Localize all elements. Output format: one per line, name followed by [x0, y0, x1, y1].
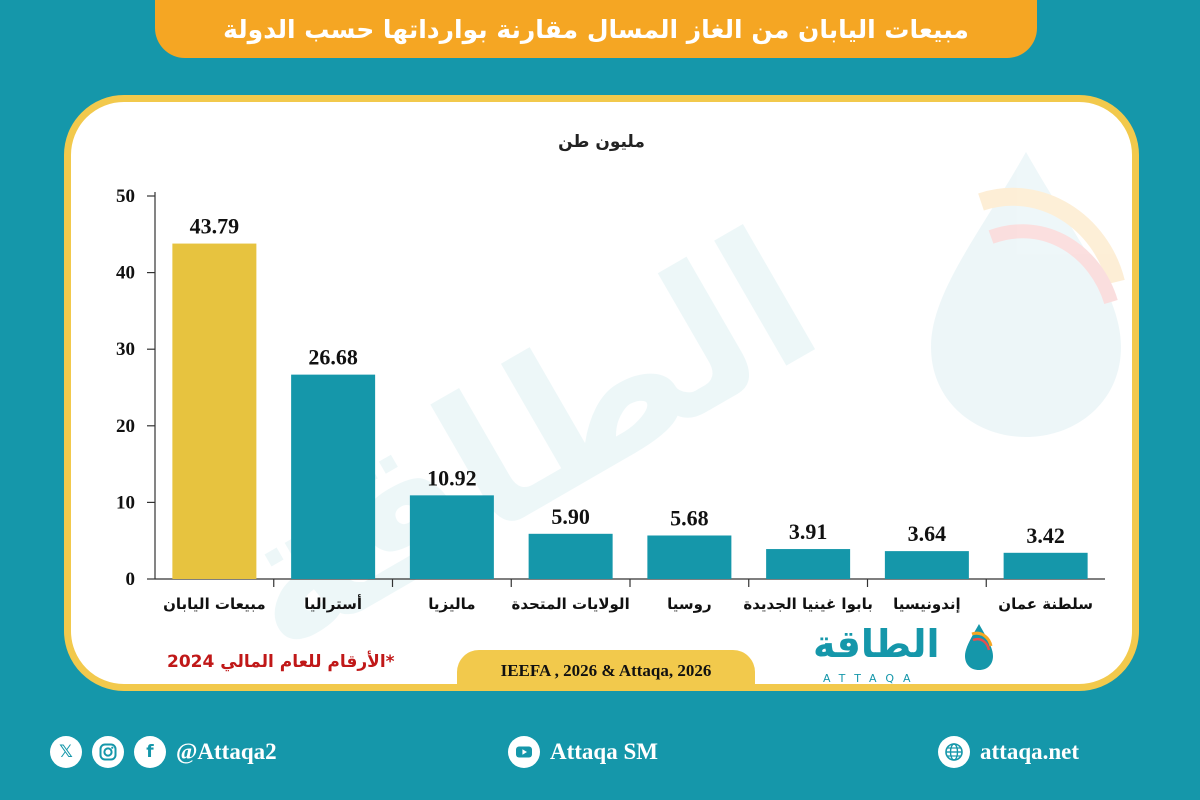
category-label: مبيعات اليابان [163, 595, 266, 613]
bar [409, 495, 494, 579]
globe-icon[interactable] [938, 736, 970, 768]
logo-drop-icon [965, 624, 993, 670]
y-tick-label: 10 [116, 492, 135, 513]
data-label: 3.42 [1026, 523, 1065, 548]
source-box: IEEFA , 2026 & Attaqa, 2026 [457, 650, 755, 684]
facebook-icon[interactable]: f [134, 736, 166, 768]
bar [1003, 552, 1088, 579]
bar [172, 243, 257, 579]
data-label: 26.68 [308, 345, 358, 370]
unit-label: مليون طن [558, 132, 645, 152]
category-label: الولايات المتحدة [512, 595, 630, 613]
website-link[interactable]: attaqa.net [980, 739, 1080, 764]
social-handle[interactable]: @Attaqa2 [176, 739, 277, 764]
title-bar: مبيعات اليابان من الغاز المسال مقارنة بو… [155, 0, 1037, 58]
category-label: بابوا غينيا الجديدة [743, 595, 873, 613]
website-group: attaqa.net [938, 736, 1079, 768]
y-tick-label: 40 [116, 263, 135, 284]
y-tick-label: 30 [116, 339, 135, 360]
y-tick-label: 0 [126, 569, 136, 590]
logo-arabic: الطاقة [813, 622, 940, 666]
bar [291, 374, 376, 579]
youtube-icon[interactable] [508, 736, 540, 768]
logo-latin: ATTAQA [823, 672, 920, 685]
chart-title: مبيعات اليابان من الغاز المسال مقارنة بو… [223, 14, 969, 44]
data-label: 3.64 [908, 521, 947, 546]
footer: 𝕏 f @Attaqa2 Attaqa SM attaqa.net [0, 720, 1200, 790]
y-tick-label: 20 [116, 416, 135, 437]
youtube-group: Attaqa SM [508, 736, 658, 768]
bar [647, 535, 732, 579]
youtube-channel[interactable]: Attaqa SM [550, 739, 658, 764]
data-label: 3.91 [789, 519, 828, 544]
data-label: 10.92 [427, 465, 477, 490]
watermark-drop-icon [931, 152, 1125, 437]
category-label: أستراليا [304, 594, 362, 613]
bar [528, 533, 613, 579]
category-label: ماليزيا [428, 595, 475, 613]
x-icon[interactable]: 𝕏 [50, 736, 82, 768]
bar [766, 549, 851, 579]
data-label: 43.79 [190, 214, 240, 239]
data-label: 5.68 [670, 505, 709, 530]
bar-chart: 0 10 20 30 40 50 43.79 مبيعات اليابان 26.68 أسترا… [116, 186, 1105, 613]
y-tick-label: 50 [116, 186, 135, 207]
instagram-icon[interactable] [92, 736, 124, 768]
social-group: 𝕏 f @Attaqa2 [50, 736, 277, 768]
category-label: سلطنة عمان [998, 595, 1093, 613]
attaqa-logo: الطاقة ATTAQA [813, 622, 1003, 685]
data-label: 5.90 [551, 504, 590, 529]
footnote: *الأرقام للعام المالي 2024 [167, 652, 395, 672]
bar [884, 551, 969, 579]
chart-panel: الطاقة مليون طن 0 10 20 30 40 50 43.79 مبيعات ا… [64, 95, 1139, 691]
source-text: IEEFA , 2026 & Attaqa, 2026 [500, 661, 712, 680]
category-label: روسيا [667, 595, 711, 613]
category-label: إندونيسيا [893, 595, 961, 613]
